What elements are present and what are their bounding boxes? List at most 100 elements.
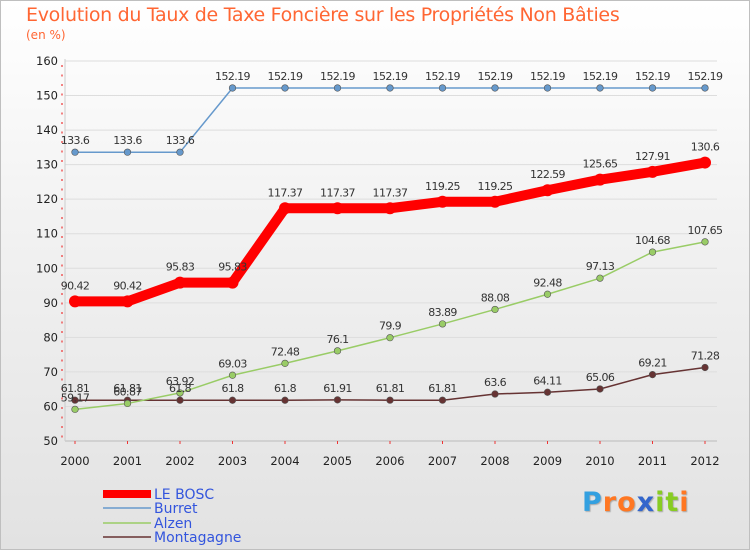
axes: 50 60 70 80 90 100 110 120 130 140 150 160 2000 2001 2… [36, 54, 720, 468]
data-label: 130.6 [691, 141, 720, 154]
x-tick-label: 2006 [375, 454, 404, 468]
data-label: 152.19 [425, 70, 460, 83]
data-label: 61.8 [274, 382, 297, 395]
legend-label: Alzen [154, 516, 192, 532]
data-label: 61.81 [113, 382, 142, 395]
data-label: 90.42 [113, 279, 142, 292]
chart-subtitle: (en %) [26, 28, 66, 42]
data-point [596, 274, 604, 282]
data-point [648, 248, 657, 256]
data-label: 63.92 [166, 375, 195, 388]
data-label: 127.91 [635, 150, 670, 163]
data-label: 92.48 [533, 276, 562, 289]
data-point [176, 148, 184, 156]
y-tick-label: 90 [43, 296, 58, 310]
y-tick-label: 130 [36, 158, 58, 172]
y-tick-label: 80 [43, 330, 58, 344]
x-tick-label: 2009 [533, 454, 562, 468]
data-point [123, 399, 132, 408]
data-label: 95.83 [218, 261, 247, 274]
logo-letter: r [602, 487, 618, 518]
data-label: 152.19 [478, 70, 513, 83]
data-point [438, 320, 447, 328]
data-label: 72.48 [271, 345, 300, 358]
logo-letter: x [636, 487, 656, 518]
data-label: 152.19 [688, 70, 723, 83]
data-label: 90.42 [61, 279, 90, 292]
data-point [594, 173, 606, 186]
x-tick-label: 2011 [638, 454, 667, 468]
data-point [281, 359, 289, 367]
data-point [176, 389, 184, 397]
data-point [174, 276, 186, 289]
data-point [69, 295, 81, 308]
data-label: 133.6 [113, 134, 142, 147]
data-point [279, 202, 291, 215]
data-point [701, 238, 709, 246]
data-label: 119.25 [478, 180, 513, 193]
data-point [541, 184, 554, 197]
logo-letter: i [679, 487, 690, 518]
x-tick-label: 2012 [690, 454, 719, 468]
data-point [121, 295, 134, 308]
data-label: 61.81 [428, 382, 457, 395]
data-label: 117.37 [268, 186, 303, 199]
data-label: 83.89 [428, 306, 457, 319]
data-label: 152.19 [373, 70, 408, 83]
data-point [543, 388, 552, 396]
x-tick-label: 2008 [480, 454, 509, 468]
data-label: 152.19 [268, 70, 303, 83]
data-label: 59.17 [61, 391, 90, 404]
x-tick-label: 2010 [585, 454, 614, 468]
data-label: 152.19 [530, 70, 565, 83]
data-point [596, 385, 604, 393]
data-point [386, 84, 394, 92]
data-label: 104.68 [635, 234, 670, 247]
data-point [228, 84, 237, 92]
data-point [226, 276, 239, 289]
data-point [438, 84, 447, 92]
data-label: 119.25 [425, 180, 460, 193]
data-label: 69.21 [638, 357, 667, 370]
series-layer [69, 84, 711, 413]
data-label: 79.9 [379, 320, 402, 333]
data-label: 69.03 [218, 357, 247, 370]
data-label: 107.65 [688, 224, 723, 237]
x-tick-label: 2001 [113, 454, 142, 468]
y-tick-label: 150 [36, 89, 58, 103]
logo-letter: i [655, 487, 666, 518]
data-point [699, 156, 711, 169]
chart-title: Evolution du Taux de Taxe Foncière sur l… [26, 4, 620, 26]
x-tick-label: 2003 [218, 454, 247, 468]
data-point [543, 84, 552, 92]
x-tick-label: 2005 [323, 454, 352, 468]
data-label: 117.37 [373, 186, 408, 199]
legend-label: LE BOSC [154, 487, 214, 503]
y-tick-label: 140 [36, 123, 58, 137]
y-tick-label: 50 [43, 434, 58, 448]
data-point [228, 396, 237, 404]
data-label: 122.59 [530, 168, 565, 181]
data-label: 152.19 [635, 70, 670, 83]
data-point [491, 390, 499, 398]
x-tick-label: 2004 [270, 454, 299, 468]
data-label: 64.11 [533, 374, 562, 387]
y-tick-label: 160 [36, 54, 58, 68]
data-label: 95.83 [166, 261, 195, 274]
data-label: 97.13 [586, 260, 615, 273]
data-point [596, 84, 604, 92]
data-label: 133.6 [61, 134, 90, 147]
data-point [281, 84, 289, 92]
legend-label: Montagagne [154, 530, 241, 546]
data-point [71, 148, 79, 156]
x-tick-label: 2002 [165, 454, 194, 468]
data-point [646, 165, 659, 178]
data-label: 63.6 [484, 376, 507, 389]
data-point [701, 363, 709, 372]
proxiti-logo: Proxiti [582, 487, 690, 518]
data-point [384, 202, 396, 215]
data-point [491, 305, 499, 314]
